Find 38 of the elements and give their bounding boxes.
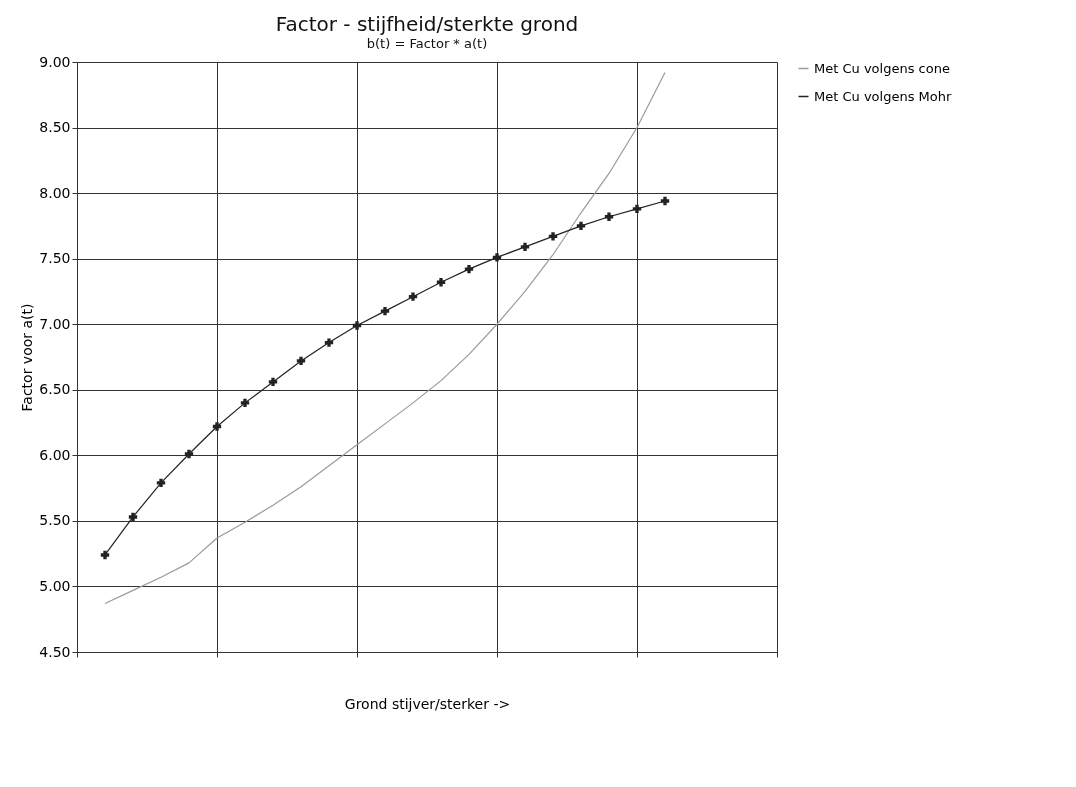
chart-title: Factor - stijfheid/sterkte grond bbox=[275, 12, 579, 36]
x-axis-title: Grond stijver/sterker -> bbox=[344, 696, 511, 712]
line-series bbox=[104, 71, 666, 605]
point bbox=[324, 338, 334, 347]
point bbox=[184, 449, 194, 459]
point bbox=[296, 356, 306, 366]
y-tick-label: 7.50 bbox=[39, 250, 71, 267]
y-tick-label: 7.00 bbox=[39, 315, 71, 332]
legend-label: Met Cu volgens Mohr bbox=[814, 88, 952, 104]
point bbox=[268, 377, 278, 387]
point bbox=[464, 264, 474, 274]
chart-subtitle: b(t) = Factor * a(t) bbox=[366, 36, 488, 51]
point bbox=[128, 512, 138, 522]
y-tick-label: 8.50 bbox=[39, 119, 71, 136]
y-tick-label: 8.00 bbox=[39, 184, 71, 201]
point bbox=[604, 212, 614, 221]
legend-label: Met Cu volgens cone bbox=[814, 60, 950, 76]
point bbox=[240, 398, 250, 408]
y-tick-label: 5.50 bbox=[39, 512, 71, 529]
point bbox=[408, 292, 418, 301]
point bbox=[212, 422, 222, 431]
point bbox=[352, 321, 362, 330]
point bbox=[576, 221, 586, 231]
y-tick-label: 6.50 bbox=[39, 381, 71, 398]
y-tick-label: 4.50 bbox=[39, 643, 71, 660]
point bbox=[548, 232, 558, 241]
point bbox=[380, 306, 390, 316]
point bbox=[632, 204, 642, 214]
y-tick-label: 5.00 bbox=[39, 577, 71, 594]
point bbox=[492, 253, 502, 262]
point bbox=[436, 278, 446, 287]
y-tick-label: 9.00 bbox=[39, 53, 71, 70]
y-tick-label: 6.00 bbox=[39, 446, 71, 463]
point bbox=[520, 242, 530, 252]
point bbox=[100, 550, 110, 560]
point bbox=[660, 196, 670, 206]
point bbox=[156, 478, 166, 488]
y-axis-title: Factor voor a(t) bbox=[19, 303, 36, 412]
